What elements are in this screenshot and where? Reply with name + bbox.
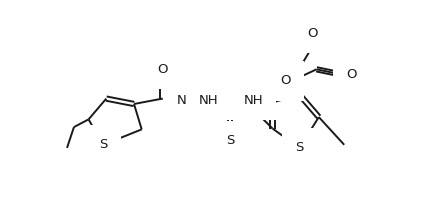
Text: O: O — [308, 27, 318, 40]
Text: O: O — [346, 68, 356, 81]
Text: NH: NH — [199, 94, 218, 107]
Text: NH: NH — [244, 94, 263, 107]
Text: O: O — [280, 74, 290, 87]
Text: S: S — [99, 138, 107, 151]
Text: NH: NH — [177, 94, 196, 107]
Text: S: S — [296, 141, 304, 154]
Text: O: O — [157, 63, 168, 76]
Text: S: S — [226, 134, 234, 147]
